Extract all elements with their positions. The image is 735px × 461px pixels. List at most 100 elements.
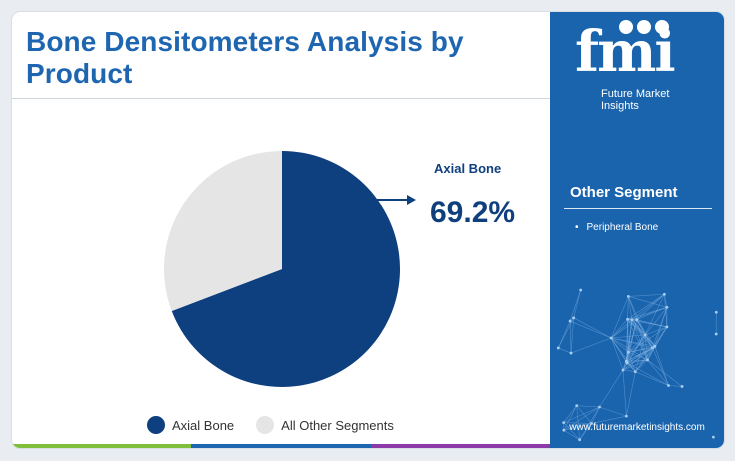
network-line [610, 337, 636, 372]
network-line [610, 319, 633, 339]
title-divider [12, 98, 550, 99]
network-line [563, 405, 577, 431]
network-line [627, 294, 665, 320]
network-line [569, 321, 572, 354]
network-line [599, 369, 624, 408]
callout-arrow [368, 195, 416, 205]
network-line [563, 406, 600, 431]
network-line [558, 317, 574, 349]
network-node [562, 428, 566, 432]
network-node [651, 346, 654, 350]
network-node [633, 370, 637, 374]
network-node [609, 336, 613, 340]
network-line [627, 319, 656, 347]
network-line [570, 337, 612, 354]
network-line [579, 406, 600, 440]
network-line [635, 371, 669, 386]
network-line [635, 359, 648, 372]
network-node [556, 346, 560, 350]
network-line [625, 319, 628, 362]
network-line [626, 334, 646, 362]
network-line [654, 346, 669, 386]
network-line [591, 406, 600, 424]
network-line [622, 370, 627, 417]
network-line [628, 296, 633, 320]
other-segment-heading: Other Segment [570, 184, 678, 201]
network-line [622, 359, 648, 371]
network-graphic [556, 288, 718, 442]
bottom-bar-green [12, 444, 192, 448]
network-node [643, 333, 647, 337]
network-line [610, 319, 628, 339]
legend-swatch-other [256, 416, 275, 434]
legend-item-other: All Other Segments [256, 416, 394, 434]
network-line [563, 405, 577, 423]
legend-swatch-axial [147, 416, 165, 434]
network-line [647, 359, 669, 386]
network-node [630, 318, 634, 322]
other-segment-list: Peripheral Bone [575, 222, 659, 233]
legend-label-axial: Axial Bone [172, 417, 235, 433]
network-line [635, 334, 646, 372]
network-node [578, 438, 582, 442]
network-line [611, 334, 646, 339]
network-line [647, 359, 683, 387]
network-line [563, 422, 592, 424]
network-line [627, 296, 629, 320]
network-line [628, 319, 633, 353]
network-line [626, 362, 669, 386]
network-line [628, 296, 668, 308]
callout-label: Axial Bone [434, 161, 502, 176]
network-line [626, 346, 656, 362]
network-node [624, 359, 628, 363]
pie-slice-axial-bone [171, 151, 400, 387]
other-segment-divider [564, 208, 712, 209]
network-node [627, 350, 630, 354]
network-node [626, 295, 630, 298]
website-link[interactable]: www.futuremarketinsights.com [569, 422, 705, 433]
network-node [665, 325, 669, 329]
sidebar-panel: fmi Future Market Insights Other Segment… [550, 12, 724, 448]
network-line [611, 337, 629, 353]
network-node [562, 421, 566, 425]
network-node [568, 319, 572, 323]
network-line [569, 289, 581, 322]
bottom-bar-purple [370, 444, 550, 448]
network-line [631, 319, 667, 328]
fmi-logo: fmi Future Market Insights [575, 19, 705, 112]
network-line [644, 294, 665, 335]
logo-text: fmi [575, 19, 676, 85]
logo-person-icon [619, 20, 633, 34]
logo-subtitle: Future Market Insights [601, 88, 670, 112]
network-line [576, 405, 580, 440]
network-line [563, 429, 580, 440]
network-line [591, 415, 627, 424]
network-node [665, 305, 669, 309]
pie-slice-all-other [164, 151, 282, 312]
network-line [644, 307, 668, 336]
network-node [575, 404, 579, 408]
network-node [626, 317, 629, 321]
network-node [569, 351, 573, 355]
bottom-color-bar [12, 444, 550, 448]
network-line [628, 296, 646, 335]
network-node [712, 435, 715, 439]
network-line [610, 337, 627, 362]
logo-person-icon [637, 20, 651, 34]
report-card: Bone Densitometers Analysis by Product A… [12, 12, 724, 448]
network-line [558, 347, 572, 354]
network-line [631, 294, 665, 321]
callout-value: 69.2% [430, 196, 516, 229]
bottom-bar-blue [191, 444, 371, 448]
network-line [631, 319, 656, 347]
network-line [611, 319, 637, 339]
network-line [611, 337, 655, 347]
chart-area: Axial Bone 69.2% Axial Bone All Other Se… [12, 100, 550, 440]
network-line [628, 326, 668, 353]
other-segment-item: Peripheral Bone [575, 222, 659, 233]
network-line [563, 423, 592, 431]
network-line [622, 346, 656, 371]
logo-icons [619, 20, 669, 34]
network-node [579, 288, 583, 292]
network-line [626, 359, 648, 362]
